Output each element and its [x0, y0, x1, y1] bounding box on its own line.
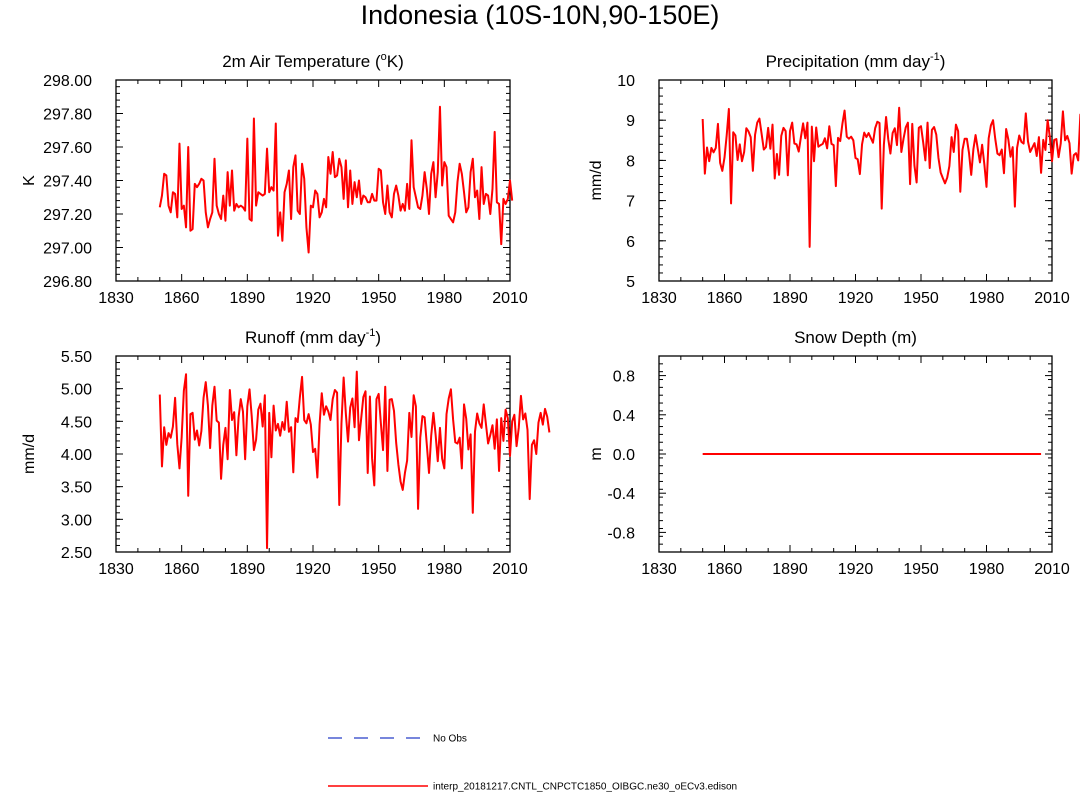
y-tick-label: 4.00	[61, 447, 92, 464]
y-tick-label: 3.50	[61, 480, 92, 497]
x-tick-label: 1980	[427, 290, 463, 307]
x-tick-label: 1860	[707, 290, 743, 307]
series-line	[701, 106, 1080, 248]
plot-frame	[658, 79, 1053, 282]
panel-title: 2m Air Temperature (oK)	[222, 51, 404, 71]
x-tick-label: 1890	[772, 290, 808, 307]
x-tick-label: 1980	[969, 561, 1005, 578]
y-tick-label: -0.8	[607, 525, 635, 542]
plot-frame	[115, 79, 511, 282]
y-tick-label: 2.50	[61, 545, 92, 562]
panel-precipitation: Precipitation (mm day-1) 1830 1860 1890 1920…	[588, 51, 1080, 307]
y-tick-label: 298.00	[43, 73, 92, 90]
y-tick-label: 297.40	[43, 174, 92, 191]
x-tick-label: 1860	[164, 561, 200, 578]
x-tick-label: 1920	[838, 561, 874, 578]
panel-title: Precipitation (mm day-1)	[766, 51, 946, 71]
x-tick-label: 1920	[295, 561, 331, 578]
title-tail: K)	[387, 52, 404, 71]
y-tick-label: 7	[626, 194, 635, 211]
x-tick-label: 1950	[903, 561, 939, 578]
title-superscript: o	[381, 51, 387, 63]
y-tick-label: 297.60	[43, 140, 92, 157]
y-tick-label: 296.80	[43, 274, 92, 291]
panel-runoff: Runoff (mm day-1) 1830 1860 1890 1920 1950 198…	[21, 327, 551, 578]
y-axis-label: m	[588, 447, 605, 460]
title-main: 2m Air Temperature (	[222, 52, 381, 71]
x-tick-label: 1920	[838, 290, 874, 307]
panel-title: Runoff (mm day-1)	[245, 327, 381, 347]
x-tick-label: 1830	[641, 290, 677, 307]
x-tick-label: 1890	[772, 561, 808, 578]
legend-model-label: interp_20181217.CNTL_CNPCTC1850_OIBGC.ne…	[433, 782, 737, 793]
y-axis-label: K	[21, 175, 38, 186]
x-tick-label: 1950	[903, 290, 939, 307]
x-tick-label: 1830	[98, 561, 134, 578]
y-tick-label: 297.80	[43, 107, 92, 124]
y-axis-label: mm/d	[21, 434, 38, 474]
x-tick-label: 1860	[707, 561, 743, 578]
title-main: Precipitation (mm day	[766, 52, 931, 71]
plot-frame	[115, 355, 511, 553]
x-tick-label: 2010	[1034, 290, 1070, 307]
title-superscript: -1	[930, 51, 940, 63]
y-tick-label: 6	[626, 234, 635, 251]
series-line	[158, 370, 551, 550]
x-tick-label: 1860	[164, 290, 200, 307]
y-tick-label: 0.4	[613, 408, 635, 425]
y-tick-label: -0.4	[607, 486, 635, 503]
title-main: Snow Depth (m)	[794, 328, 917, 347]
panel-air-temperature: 2m Air Temperature (oK) 1830 1860 1890 1920 1…	[21, 51, 528, 307]
y-tick-label: 0.8	[613, 369, 635, 386]
y-tick-label: 297.00	[43, 241, 92, 258]
x-tick-label: 1920	[295, 290, 331, 307]
x-tick-label: 1980	[427, 561, 463, 578]
y-tick-label: 8	[626, 153, 635, 170]
y-tick-label: 5.00	[61, 382, 92, 399]
y-tick-label: 9	[626, 113, 635, 130]
legend-obs-label: No Obs	[433, 734, 467, 745]
y-tick-label: 4.50	[61, 414, 92, 431]
y-axis-label: mm/d	[588, 161, 605, 201]
x-tick-label: 1950	[361, 290, 397, 307]
panel-title: Snow Depth (m)	[794, 328, 917, 347]
x-tick-label: 1830	[98, 290, 134, 307]
y-tick-label: 5.50	[61, 349, 92, 366]
x-tick-label: 1830	[641, 561, 677, 578]
x-tick-label: 1890	[230, 290, 266, 307]
panel-snow-depth: Snow Depth (m) 1830 1860 1890 1920 1950 1980 20…	[588, 328, 1070, 578]
y-tick-label: 0.0	[613, 447, 635, 464]
title-tail: )	[940, 52, 946, 71]
x-tick-label: 2010	[492, 290, 528, 307]
y-tick-label: 3.00	[61, 512, 92, 529]
x-tick-label: 2010	[1034, 561, 1070, 578]
legend: No Obs interp_20181217.CNTL_CNPCTC1850_O…	[328, 734, 737, 793]
title-main: Runoff (mm day	[245, 328, 366, 347]
y-tick-label: 5	[626, 274, 635, 291]
y-tick-label: 297.20	[43, 207, 92, 224]
x-tick-label: 1980	[969, 290, 1005, 307]
x-tick-label: 1890	[230, 561, 266, 578]
title-superscript: -1	[366, 327, 376, 339]
x-tick-label: 1950	[361, 561, 397, 578]
figure-title: Indonesia (10S-10N,90-150E)	[361, 0, 720, 30]
y-tick-label: 10	[617, 73, 635, 90]
x-tick-label: 2010	[492, 561, 528, 578]
series-line	[158, 105, 514, 254]
title-tail: )	[375, 328, 381, 347]
